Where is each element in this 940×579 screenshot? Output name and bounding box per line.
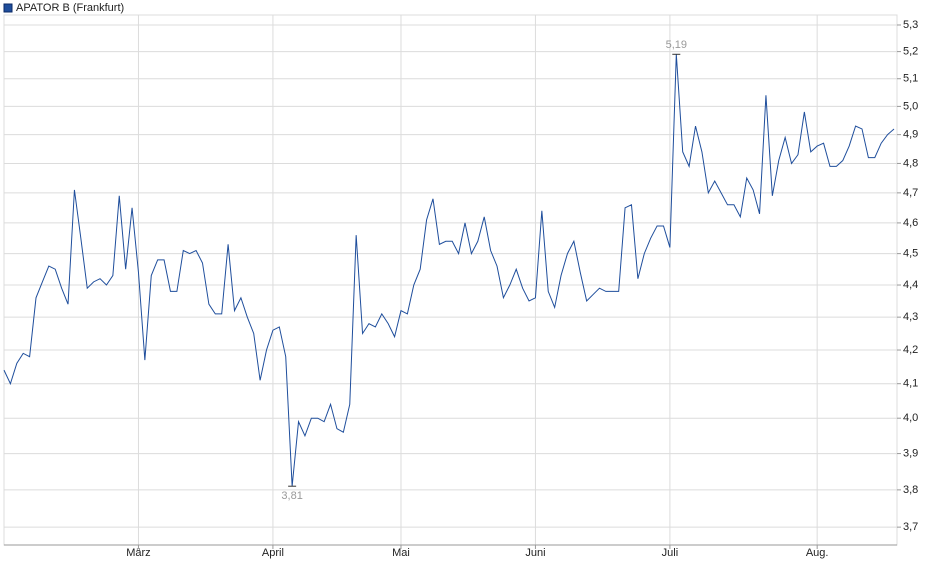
y-tick-label: 3,8: [903, 484, 918, 496]
y-tick-label: 4,4: [903, 279, 918, 291]
y-tick-label: 4,7: [903, 187, 918, 199]
y-tick-label: 4,2: [903, 344, 918, 356]
y-tick-label: 4,5: [903, 248, 918, 260]
y-tick-label: 5,3: [903, 19, 918, 31]
y-tick-label: 4,3: [903, 311, 918, 323]
legend-label: APATOR B (Frankfurt): [16, 2, 124, 14]
y-tick-label: 4,6: [903, 217, 918, 229]
extreme-label: 5,19: [666, 39, 687, 51]
x-tick-label: Aug.: [806, 547, 829, 559]
y-tick-label: 5,1: [903, 73, 918, 85]
plot-frame: [3, 14, 898, 546]
price-line: [3, 54, 895, 487]
extreme-label: 3,81: [281, 490, 302, 502]
x-tick-label: Juli: [662, 547, 679, 559]
y-tick-label: 4,0: [903, 412, 918, 424]
y-tick-label: 4,1: [903, 378, 918, 390]
y-tick-label: 4,8: [903, 157, 918, 169]
y-tick-label: 3,7: [903, 521, 918, 533]
x-tick-label: März: [126, 547, 150, 559]
y-tick-label: 5,0: [903, 100, 918, 112]
x-tick-label: Juni: [525, 547, 545, 559]
y-tick-label: 3,9: [903, 447, 918, 459]
legend-swatch: [3, 3, 13, 13]
x-tick-label: Mai: [392, 547, 410, 559]
y-tick-label: 4,9: [903, 129, 918, 141]
x-tick-label: April: [262, 547, 284, 559]
y-tick-label: 5,2: [903, 46, 918, 58]
